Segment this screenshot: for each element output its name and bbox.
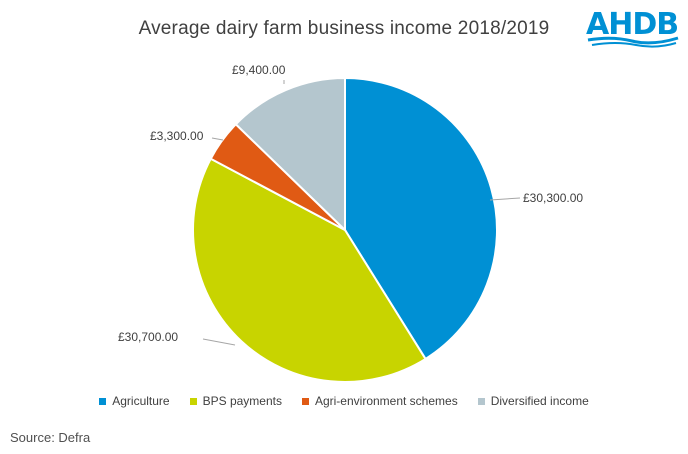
data-label-agriculture: £30,300.00 <box>523 191 583 205</box>
legend-label: BPS payments <box>202 394 282 408</box>
legend-label: Agriculture <box>112 394 170 408</box>
data-label-agri-environment-schemes: £3,300.00 <box>150 129 204 143</box>
legend-swatch <box>477 397 485 405</box>
leader-line <box>489 197 521 201</box>
leader-line <box>202 338 236 346</box>
source-note: Source: Defra <box>10 430 91 445</box>
legend-swatch <box>99 397 107 405</box>
legend-label: Agri-environment schemes <box>314 394 458 408</box>
leader-line <box>211 137 224 141</box>
data-label-bps-payments: £30,700.00 <box>118 330 178 344</box>
legend-item-agriculture: Agriculture <box>99 394 170 408</box>
ahdb-logo: AHDB <box>586 7 679 48</box>
legend-item-agri-environment: Agri-environment schemes <box>301 394 458 408</box>
legend-item-diversified-income: Diversified income <box>477 394 589 408</box>
logo-text: AHDB <box>586 7 678 42</box>
data-label-diversified-income: £9,400.00 <box>232 63 286 77</box>
legend-item-bps-payments: BPS payments <box>189 394 282 408</box>
legend-label: Diversified income <box>490 394 589 408</box>
legend: Agriculture BPS payments Agri-environmen… <box>0 394 688 408</box>
pie-slice-bps-payments <box>192 157 427 383</box>
legend-swatch <box>301 397 309 405</box>
pie-slice-diversified-income <box>234 76 346 233</box>
pie-slice-agriculture <box>344 76 498 361</box>
legend-swatch <box>189 397 197 405</box>
chart-title: Average dairy farm business income 2018/… <box>138 18 550 39</box>
